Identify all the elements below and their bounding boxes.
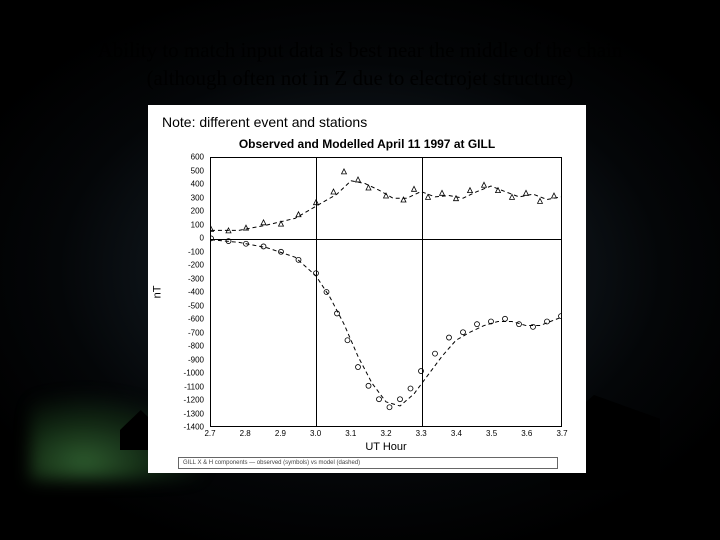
y-axis-ticks: 6005004003002001000-100-200-300-400-500-… xyxy=(168,157,208,427)
chart-title: Observed and Modelled April 11 1997 at G… xyxy=(148,137,586,151)
slide-heading: Ability to match input data is best near… xyxy=(0,36,720,93)
x-axis-label: UT Hour xyxy=(210,441,562,453)
legend-text: GILL X & H components — observed (symbol… xyxy=(183,460,360,466)
heading-line-2: (although often not in Z due to electroj… xyxy=(147,66,574,90)
data-svg xyxy=(211,158,561,426)
chart-note: Note: different event and stations xyxy=(162,114,367,130)
legend-box: GILL X & H components — observed (symbol… xyxy=(178,457,558,469)
heading-line-1: Ability to match input data is best near… xyxy=(98,38,623,62)
chart-container: Note: different event and stations Obser… xyxy=(148,105,586,473)
plot-area xyxy=(210,157,562,427)
x-axis-ticks: 2.72.82.93.03.13.23.33.43.53.63.7 xyxy=(210,429,562,441)
y-axis-label: nT xyxy=(150,157,164,427)
